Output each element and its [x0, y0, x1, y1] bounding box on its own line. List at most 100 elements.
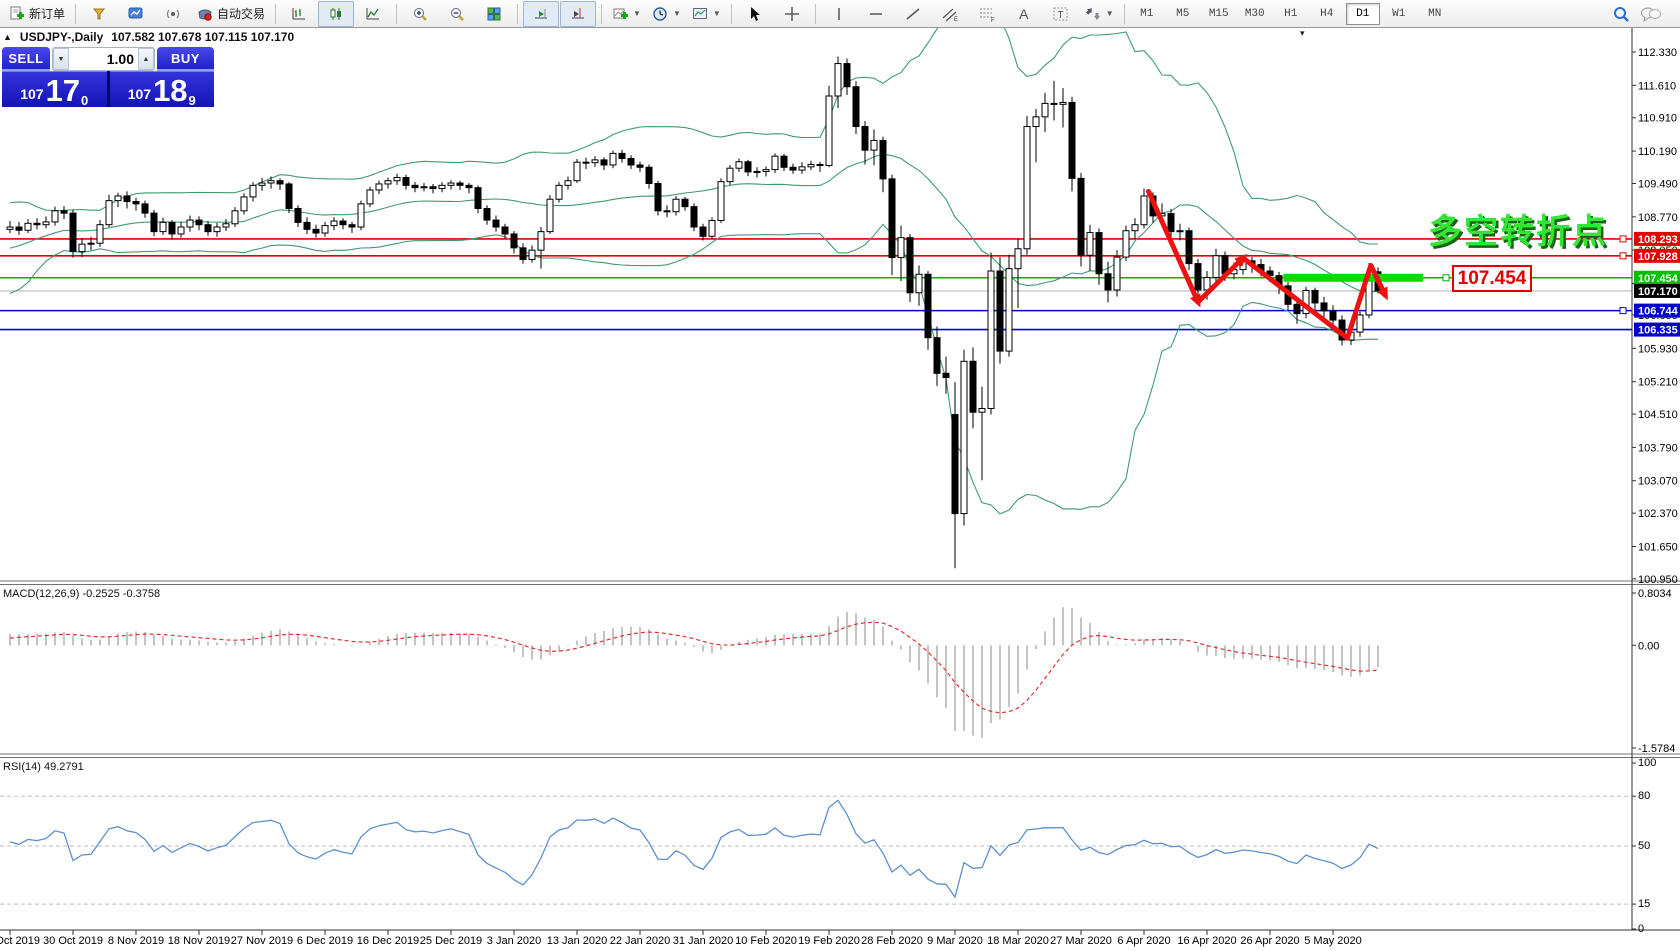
zoom-out-button[interactable]	[439, 1, 475, 27]
data-window-button[interactable]	[118, 1, 154, 27]
toolbar-separator	[814, 3, 816, 24]
trade-panel-top-row: SELL ▼ ▲ BUY	[2, 47, 214, 71]
svg-text:100.950: 100.950	[1638, 574, 1678, 586]
zoom-in-button[interactable]	[402, 1, 438, 27]
channel-tool[interactable]: E	[932, 1, 968, 27]
svg-text:16 Apr 2020: 16 Apr 2020	[1177, 935, 1236, 947]
horizontal-line-tool[interactable]	[858, 1, 894, 27]
price-badge	[1634, 303, 1680, 318]
svg-text:106.744: 106.744	[1638, 306, 1679, 318]
timeframe-m5[interactable]: M5	[1176, 7, 1190, 20]
bar-chart-button[interactable]	[281, 1, 317, 27]
support-zone-rect[interactable]	[1283, 273, 1424, 282]
timeframe-mn[interactable]: MN	[1428, 7, 1442, 20]
vertical-line-tool[interactable]	[821, 1, 857, 27]
price-badge	[1634, 322, 1680, 337]
svg-text:107.454: 107.454	[1638, 273, 1679, 285]
buy-button[interactable]: BUY	[157, 47, 214, 71]
panel-frames	[0, 28, 1680, 931]
price-callout-box[interactable]: 107.454	[1452, 265, 1532, 292]
buy-price-display[interactable]: 107 18 9	[109, 71, 214, 107]
autotrade-label: 自动交易	[217, 7, 266, 21]
line-handle[interactable]	[1442, 274, 1450, 282]
chat-icon[interactable]	[1640, 5, 1662, 23]
volume-increase-button[interactable]: ▲	[138, 48, 154, 70]
svg-text:T: T	[1057, 10, 1063, 21]
arrows-tool[interactable]: ▼	[1080, 1, 1119, 27]
rsi-panel	[0, 795, 1632, 905]
timeframe-d1[interactable]: D1	[1345, 2, 1380, 25]
chart-shift-button[interactable]	[560, 0, 597, 27]
fibonacci-icon: F	[979, 8, 995, 22]
text-tool[interactable]: A	[1006, 1, 1042, 27]
macd-signal-line	[9, 621, 1379, 714]
svg-text:110.190: 110.190	[1638, 146, 1677, 158]
autotrade-button[interactable]: 自动交易	[192, 1, 270, 27]
svg-text:6 Dec 2019: 6 Dec 2019	[297, 935, 353, 947]
rsi-indicator-label: RSI(14) 49.2791	[3, 761, 84, 773]
market-watch-button[interactable]	[81, 1, 117, 27]
timeframe-h1[interactable]: H1	[1284, 7, 1298, 20]
line-handle[interactable]	[1619, 252, 1627, 260]
svg-text:15: 15	[1638, 898, 1650, 910]
trend-arrow-annotation[interactable]	[1146, 188, 1388, 341]
chart-corner-caret-icon[interactable]: ▾	[1300, 28, 1305, 38]
line-handle[interactable]	[1619, 235, 1627, 243]
svg-text:9 Mar 2020: 9 Mar 2020	[927, 935, 983, 947]
sell-price-display[interactable]: 107 17 0	[2, 71, 107, 107]
toolbar-separator	[275, 3, 277, 24]
crosshair-tool-button[interactable]	[774, 1, 810, 27]
cursor-tool-button[interactable]	[737, 1, 773, 27]
line-handle[interactable]	[1619, 307, 1627, 315]
line-chart-button[interactable]	[355, 1, 391, 27]
indicators-button[interactable]: ▼	[607, 1, 646, 27]
chart-canvas[interactable]: 112.330 111.610 110.910 110.190 109.490 108.7…	[0, 28, 1680, 951]
bollinger-upper	[9, 28, 1379, 245]
svg-text:26 Apr 2020: 26 Apr 2020	[1240, 935, 1299, 947]
trendline-tool[interactable]	[895, 1, 931, 27]
collapse-triangle-icon[interactable]: ▲	[3, 32, 12, 42]
svg-text:28 Feb 2020: 28 Feb 2020	[861, 935, 923, 947]
new-order-button[interactable]: 新订单	[4, 1, 70, 27]
tile-windows-button[interactable]	[476, 1, 512, 27]
auto-scroll-button[interactable]	[523, 0, 560, 27]
svg-text:106.335: 106.335	[1638, 325, 1678, 337]
svg-text:22 Jan 2020: 22 Jan 2020	[610, 935, 671, 947]
search-icon[interactable]	[1612, 5, 1630, 23]
timeframe-m30[interactable]: M30	[1244, 7, 1265, 20]
svg-text:10 Feb 2020: 10 Feb 2020	[735, 935, 797, 947]
volume-input[interactable]	[69, 48, 138, 70]
price-axis[interactable]: 112.330 111.610 110.910 110.190 109.490 108.7…	[1632, 47, 1678, 935]
autotrade-icon	[198, 9, 212, 21]
svg-text:16 Dec 2019: 16 Dec 2019	[357, 935, 419, 947]
arrowhead-icon	[1234, 253, 1248, 267]
svg-text:18 Nov 2019: 18 Nov 2019	[168, 935, 230, 947]
volume-decrease-button[interactable]: ▼	[53, 48, 69, 70]
macd-panel	[9, 607, 1379, 738]
bollinger-lower	[9, 223, 1379, 515]
svg-text:31 Jan 2020: 31 Jan 2020	[673, 935, 734, 947]
timeframe-w1[interactable]: W1	[1392, 7, 1406, 20]
label-tool[interactable]: T	[1043, 1, 1079, 27]
ohlc-values: 107.582 107.678 107.115 107.170	[111, 30, 295, 44]
data-window-icon	[128, 7, 143, 18]
horizontal-line-icon	[869, 12, 882, 15]
timeframe-h4[interactable]: H4	[1320, 7, 1334, 20]
chevron-down-icon: ▼	[672, 9, 681, 18]
candle-chart-button[interactable]	[318, 0, 355, 27]
timeframe-m15[interactable]: M15	[1208, 7, 1229, 20]
chevron-down-icon: ▼	[712, 9, 721, 18]
signals-button[interactable]	[155, 1, 191, 27]
templates-button[interactable]: ▼	[687, 1, 726, 27]
timeframe-m1[interactable]: M1	[1140, 7, 1154, 20]
fibonacci-tool[interactable]: F	[969, 1, 1005, 27]
channel-icon: E	[942, 8, 958, 22]
pivot-annotation-text[interactable]: 多空转折点	[1428, 213, 1608, 251]
sell-button[interactable]: SELL	[2, 47, 50, 71]
periods-button[interactable]: ▼	[647, 1, 686, 27]
svg-text:104.510: 104.510	[1638, 409, 1678, 421]
chart-window: 112.330 111.610 110.910 110.190 109.490 108.7…	[0, 28, 1680, 951]
zoom-out-icon	[451, 7, 464, 21]
svg-text:112.330: 112.330	[1638, 47, 1677, 59]
